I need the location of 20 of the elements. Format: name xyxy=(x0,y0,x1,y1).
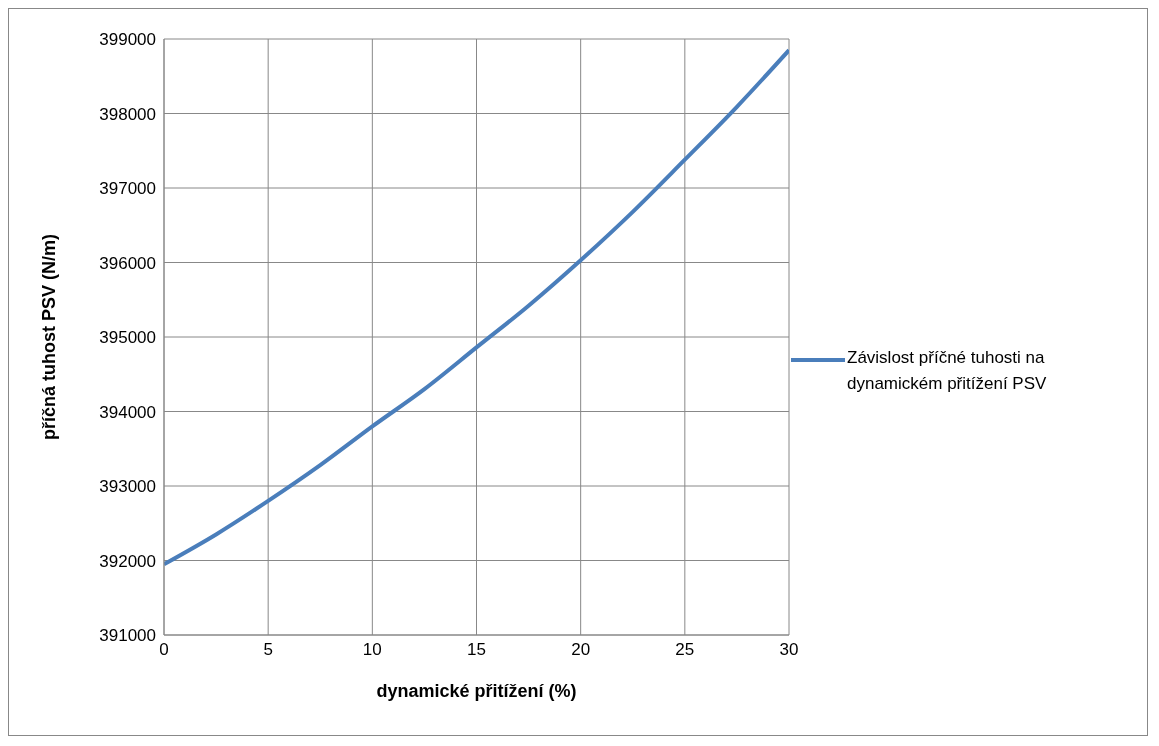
y-tick-label: 394000 xyxy=(99,402,156,422)
x-tick-label: 20 xyxy=(571,640,591,660)
x-tick-label: 25 xyxy=(675,640,695,660)
y-tick-label: 397000 xyxy=(99,179,156,199)
x-tick-label: 5 xyxy=(263,640,273,660)
y-tick-label: 393000 xyxy=(99,477,156,497)
y-tick-label: 399000 xyxy=(99,30,156,50)
x-tick-label: 0 xyxy=(159,640,169,660)
legend-label: Závislost příčné tuhosti na dynamickém přitížení PSV xyxy=(847,346,1048,395)
y-tick-label: 395000 xyxy=(99,328,156,348)
y-tick-label: 398000 xyxy=(99,104,156,124)
line-series xyxy=(164,48,789,567)
x-axis-title: dynamické přitížení (%) xyxy=(376,681,577,701)
y-axis-title: příčná tuhost PSV (N/m) xyxy=(39,233,60,441)
y-tick-label: 392000 xyxy=(99,551,156,571)
x-tick-label: 30 xyxy=(779,640,799,660)
x-tick-label: 10 xyxy=(362,640,382,660)
x-tick-label: 15 xyxy=(467,640,486,660)
y-tick-label: 396000 xyxy=(99,253,156,273)
y-tick-label: 391000 xyxy=(99,626,156,646)
